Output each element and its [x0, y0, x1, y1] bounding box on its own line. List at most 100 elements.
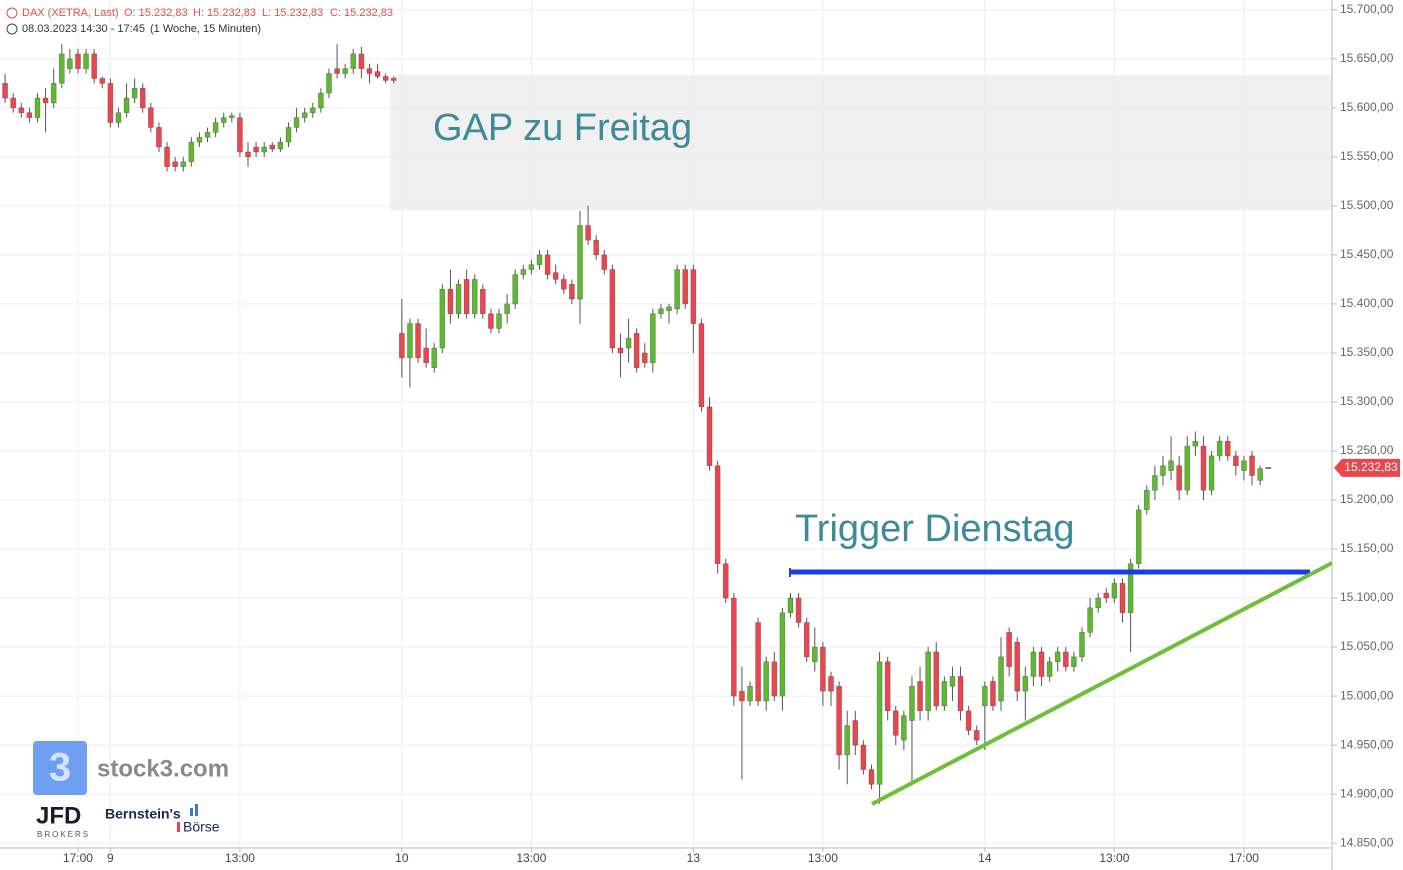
- candle-body: [577, 225, 583, 300]
- candle-body: [706, 406, 713, 466]
- candle-body: [115, 112, 122, 123]
- stock3-text: stock3.com: [97, 755, 229, 782]
- candle-body: [941, 681, 948, 707]
- candle-body: [690, 269, 697, 324]
- candle-body: [301, 112, 308, 118]
- candle-body: [220, 117, 227, 123]
- candle-body: [293, 117, 300, 128]
- x-tick-label: 13:00: [808, 851, 838, 865]
- candle-body: [755, 622, 761, 702]
- y-tick-label: 14.850,00: [1340, 835, 1394, 849]
- candle-body: [803, 622, 810, 658]
- candle-body: [342, 68, 348, 74]
- price-badge-label: 15.232,83: [1344, 460, 1398, 474]
- logo-bar: [177, 822, 180, 832]
- candle-body: [868, 769, 875, 785]
- candle-body: [1054, 651, 1061, 663]
- candle-body: [852, 720, 859, 746]
- x-tick-label: 14: [978, 851, 992, 865]
- title: DAX (XETRA, Last): [22, 7, 119, 19]
- y-tick-label: 15.550,00: [1340, 149, 1394, 163]
- candle-body: [544, 254, 551, 275]
- price-badge: [1334, 458, 1400, 477]
- y-tick-label: 15.150,00: [1340, 541, 1394, 555]
- candle-body: [1030, 651, 1037, 677]
- candle-body: [779, 612, 786, 697]
- candle-body: [148, 107, 154, 128]
- candle-body: [237, 117, 243, 153]
- candle-body: [1233, 455, 1239, 466]
- candle-body: [504, 303, 510, 315]
- candle-body: [415, 323, 421, 359]
- candle-body: [860, 744, 867, 770]
- candle-body: [34, 97, 41, 118]
- candle-body: [326, 73, 332, 94]
- candle-body: [439, 288, 446, 349]
- candle-body: [795, 597, 802, 623]
- candle-body: [1160, 465, 1166, 476]
- candle-body: [1224, 440, 1231, 457]
- subtitle: 08.03.2023 14:30 - 17:45: [22, 23, 145, 35]
- candle-body: [1257, 468, 1263, 481]
- y-tick-label: 14.950,00: [1340, 737, 1394, 751]
- candle-body: [58, 53, 65, 84]
- candle-body: [747, 685, 753, 702]
- candle-body: [366, 68, 373, 74]
- candle-body: [1087, 607, 1093, 633]
- candle-body: [1241, 460, 1247, 471]
- candle-body: [423, 347, 429, 364]
- candle-body: [836, 685, 842, 756]
- candle-body: [876, 661, 883, 785]
- candle-body: [552, 272, 559, 280]
- candle-body: [528, 264, 535, 270]
- jfd-logo: JFD: [36, 802, 81, 829]
- candle-body: [156, 127, 162, 148]
- candle-body: [901, 715, 907, 741]
- candle-body: [714, 465, 721, 565]
- candle-body: [75, 53, 81, 69]
- annotation: GAP zu Freitag: [433, 107, 692, 149]
- candle-body: [277, 141, 284, 150]
- candle-body: [884, 661, 891, 712]
- candle-body: [1071, 656, 1077, 667]
- jfd-sub: BROKERS: [37, 830, 90, 839]
- candle-body: [1216, 440, 1223, 457]
- candle-body: [925, 651, 931, 712]
- y-tick-label: 15.050,00: [1340, 639, 1394, 653]
- y-tick-label: 15.700,00: [1340, 2, 1394, 16]
- candle-body: [933, 651, 940, 707]
- candle-body: [83, 53, 89, 69]
- x-tick-label: 13: [687, 851, 701, 865]
- info-icon: [6, 7, 18, 19]
- trend-line: [871, 561, 1333, 806]
- candle-body: [536, 254, 543, 266]
- candle-body: [617, 347, 624, 354]
- y-tick-label: 14.900,00: [1340, 786, 1394, 800]
- candle-body: [1111, 583, 1118, 599]
- x-tick-label: 13:00: [516, 851, 546, 865]
- candle-body: [512, 274, 519, 305]
- candle-body: [1176, 465, 1182, 491]
- candle-body: [1152, 475, 1158, 491]
- candle-body: [67, 58, 73, 69]
- y-tick-label: 15.300,00: [1340, 394, 1394, 408]
- y-tick-label: 15.250,00: [1340, 443, 1394, 457]
- ohlc-label: C: 15.232,83: [330, 7, 393, 19]
- candle-body: [957, 676, 964, 712]
- candle-body: [585, 225, 591, 241]
- candle-body: [334, 68, 340, 74]
- candle-body: [609, 269, 616, 349]
- candle-body: [253, 146, 259, 153]
- candle-body: [26, 112, 33, 118]
- grid: [0, 0, 1332, 848]
- x-tick-label: 10: [395, 851, 409, 865]
- candle-body: [828, 676, 834, 692]
- candle-body: [520, 269, 527, 275]
- y-tick-label: 15.450,00: [1340, 247, 1394, 261]
- candle-body: [1063, 651, 1069, 667]
- y-tick-label: 15.350,00: [1340, 345, 1394, 359]
- candle-body: [682, 269, 689, 305]
- candle-body: [123, 97, 130, 114]
- candle-body: [1249, 455, 1255, 476]
